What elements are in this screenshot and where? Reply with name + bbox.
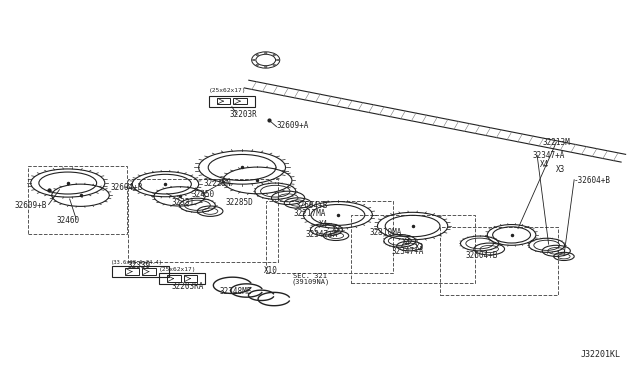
Text: 32604+B: 32604+B: [111, 183, 143, 192]
Bar: [159, 273, 205, 284]
Text: 32347+A: 32347+A: [306, 230, 339, 240]
Text: 32339: 32339: [127, 261, 150, 270]
Bar: [234, 98, 247, 105]
Bar: [216, 98, 230, 105]
Text: 32203R: 32203R: [229, 110, 257, 119]
Text: (33.6x38.6x24.4): (33.6x38.6x24.4): [111, 260, 163, 265]
Text: 32609+B: 32609+B: [15, 201, 47, 210]
Bar: [167, 275, 180, 282]
Text: X3: X3: [332, 225, 340, 234]
Ellipse shape: [264, 52, 267, 54]
Text: (39109NA): (39109NA): [291, 278, 330, 285]
Ellipse shape: [253, 59, 255, 61]
Bar: [351, 215, 475, 283]
Text: J32201KL: J32201KL: [580, 350, 621, 359]
Ellipse shape: [273, 54, 275, 56]
Text: 32347+A: 32347+A: [392, 247, 424, 256]
Text: 32348ME: 32348ME: [219, 287, 252, 296]
Text: 32331: 32331: [172, 198, 195, 207]
Bar: [113, 266, 169, 277]
Bar: [184, 275, 197, 282]
Bar: [266, 201, 394, 273]
Text: 32450: 32450: [191, 190, 214, 199]
Ellipse shape: [276, 59, 279, 61]
Text: 32604+B: 32604+B: [466, 251, 498, 260]
Bar: [129, 179, 278, 262]
Text: 32347+A: 32347+A: [532, 151, 564, 160]
Ellipse shape: [256, 64, 259, 65]
Text: X4: X4: [402, 238, 411, 247]
Ellipse shape: [273, 64, 275, 65]
Text: 32217MA: 32217MA: [293, 209, 326, 218]
Text: (25x62x17): (25x62x17): [209, 88, 246, 93]
Text: (25x62x17): (25x62x17): [159, 267, 196, 272]
Ellipse shape: [264, 66, 267, 68]
Bar: [125, 268, 139, 275]
Text: 32604+B: 32604+B: [296, 201, 328, 210]
Text: 32225N: 32225N: [204, 179, 232, 187]
Ellipse shape: [256, 54, 259, 56]
Text: X10: X10: [264, 266, 278, 275]
Text: -32604+B: -32604+B: [574, 176, 611, 185]
Bar: [28, 166, 127, 234]
Text: SEC. 321: SEC. 321: [293, 273, 327, 279]
Text: X4: X4: [540, 160, 550, 169]
Bar: [142, 268, 156, 275]
Text: 32460: 32460: [57, 216, 80, 225]
Text: 32285D: 32285D: [225, 198, 253, 207]
Text: X4: X4: [319, 221, 328, 230]
Bar: [440, 227, 558, 295]
Bar: [209, 96, 255, 107]
Text: 32609+A: 32609+A: [276, 122, 309, 131]
Text: 32203RA: 32203RA: [172, 282, 204, 291]
Text: X3: X3: [415, 243, 424, 251]
Text: 32213M: 32213M: [542, 138, 570, 147]
Text: 32310MA: 32310MA: [370, 228, 402, 237]
Text: X3: X3: [556, 165, 566, 174]
